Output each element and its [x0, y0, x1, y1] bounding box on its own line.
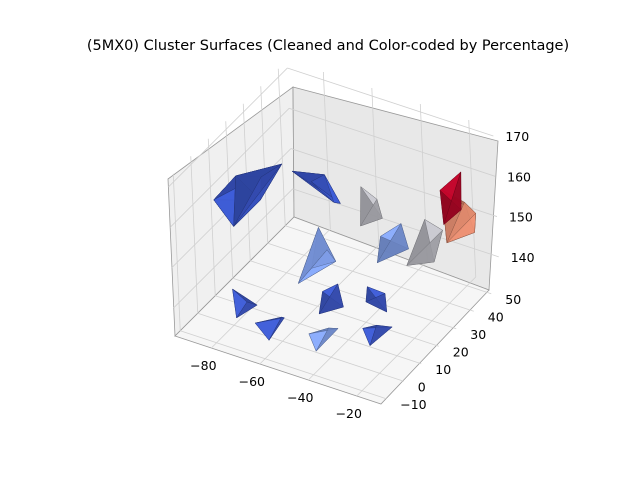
y-tick-label: 0 — [418, 379, 426, 394]
z-tick-label: 150 — [509, 210, 533, 225]
y-tick-label: 30 — [470, 327, 486, 342]
x-tick-label: −20 — [336, 406, 362, 421]
cluster-0 — [213, 163, 283, 228]
y-tick-label: 50 — [505, 292, 521, 307]
cluster-9 — [232, 288, 258, 319]
x-tick-label: −40 — [287, 390, 313, 405]
gridline-y-left — [207, 138, 216, 296]
surface-triangle — [268, 316, 285, 341]
surface-triangle — [376, 223, 409, 264]
cluster-surfaces — [213, 163, 477, 352]
x-tick-label: −60 — [239, 374, 265, 389]
gridline-z-back — [289, 107, 496, 177]
gridline-x-floor — [211, 228, 331, 349]
gridline-z-left — [169, 108, 290, 228]
y-tick-label: −10 — [400, 397, 426, 412]
cluster-6 — [406, 218, 443, 266]
cluster-4 — [376, 223, 410, 264]
surface-triangle — [360, 198, 383, 227]
z-tick-label: 170 — [505, 129, 529, 144]
gridline-y-floor — [250, 260, 457, 330]
gridline-y-left — [172, 173, 181, 331]
surface-triangle — [446, 212, 476, 244]
gridline-z-left — [173, 188, 294, 309]
cluster-12 — [362, 324, 393, 347]
cluster-5 — [318, 283, 344, 315]
surface-triangle — [443, 171, 462, 226]
cluster-8 — [439, 171, 462, 226]
gridline-y-floor — [267, 242, 474, 312]
gridline-z-back — [292, 188, 499, 258]
surface-triangle — [369, 324, 393, 347]
cluster-10 — [254, 316, 285, 341]
cluster-2 — [297, 226, 337, 284]
y-tick-label: 40 — [488, 309, 504, 324]
surface-triangle — [324, 174, 341, 204]
gridline-x-floor — [308, 260, 428, 381]
surface-triangle — [233, 163, 282, 227]
axes-panes — [167, 86, 499, 405]
x-tick-label: −80 — [190, 358, 216, 373]
gridline-x-floor — [356, 276, 477, 397]
gridline-y-floor — [232, 277, 439, 347]
gridline-y-left — [260, 86, 269, 244]
surface-triangle — [315, 327, 339, 352]
surface-triangle — [406, 229, 443, 266]
gridline-x-floor — [259, 244, 380, 365]
surface-triangle — [236, 301, 258, 319]
chart-title: (5MX0) Cluster Surfaces (Cleaned and Col… — [87, 38, 569, 54]
gridline-z-left — [168, 67, 288, 188]
y-tick-label: 20 — [453, 344, 469, 359]
cluster-11 — [308, 327, 339, 352]
gridline-x-back — [322, 71, 331, 230]
surface-triangle — [298, 261, 336, 284]
gridline-x-back — [468, 119, 477, 278]
z-tick-label: 160 — [507, 169, 531, 184]
gridline-y-floor — [197, 312, 404, 382]
y-tick-label: 10 — [435, 362, 451, 377]
z-tick-label: 140 — [511, 250, 535, 265]
gridline-y-floor — [180, 330, 387, 400]
surface-triangle — [318, 283, 344, 315]
gridline-y-left — [277, 68, 286, 226]
gridline-z-back — [287, 67, 494, 137]
surface-triangle — [365, 293, 388, 313]
cluster-13 — [365, 286, 388, 313]
gridline-y-left — [190, 156, 199, 314]
cluster-3 — [360, 186, 383, 227]
cluster-1 — [291, 170, 341, 204]
